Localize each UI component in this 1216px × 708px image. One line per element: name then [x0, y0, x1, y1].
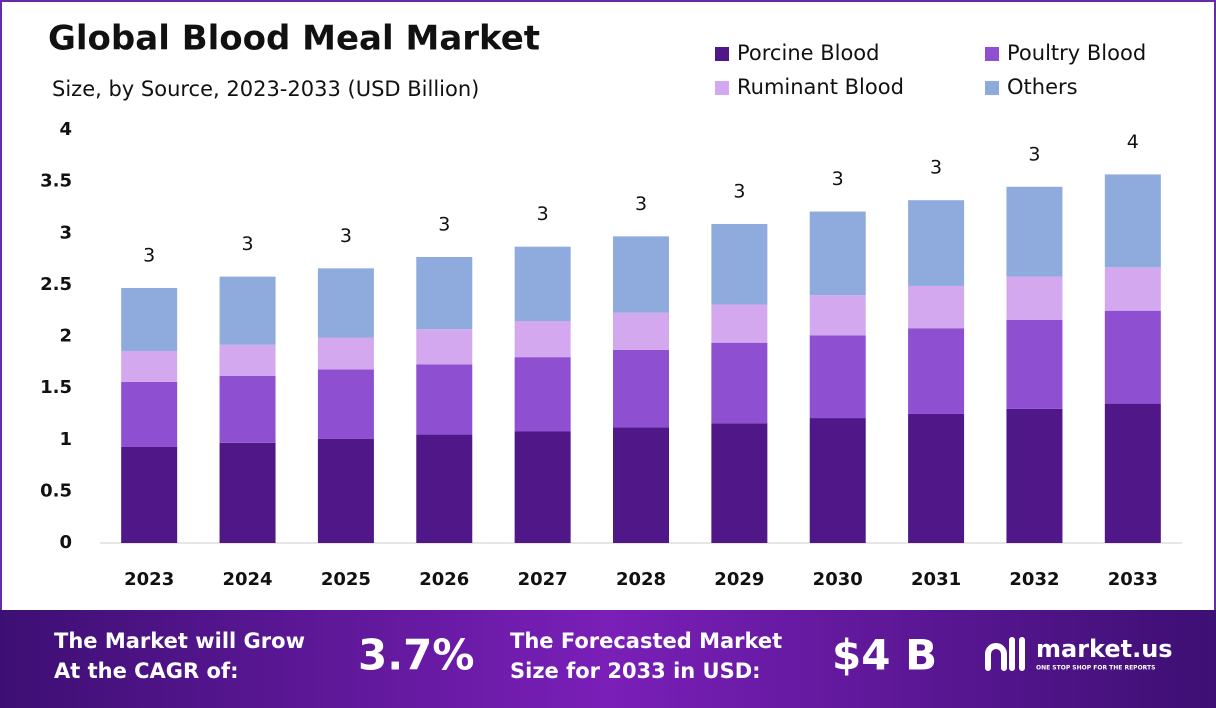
total-label: 3	[635, 193, 647, 215]
total-label: 3	[537, 203, 549, 225]
bar-segment	[1104, 403, 1161, 543]
y-tick-label: 0	[59, 532, 72, 553]
bar-segment	[416, 329, 473, 365]
bar-segment	[1104, 310, 1161, 404]
bar-segment	[1006, 319, 1063, 409]
x-tick-label: 2030	[813, 569, 863, 590]
total-label: 3	[340, 225, 352, 247]
total-label: 3	[733, 180, 745, 202]
bar-segment	[1104, 267, 1161, 311]
bar-segment	[514, 246, 571, 322]
x-tick-label: 2026	[419, 569, 469, 590]
x-tick-label: 2029	[714, 569, 764, 590]
chart-title: Global Blood Meal Market	[48, 19, 540, 59]
bar-segment	[908, 285, 965, 329]
y-tick-label: 0.5	[40, 480, 72, 501]
x-tick-label: 2031	[911, 569, 961, 590]
bar-segment	[908, 328, 965, 414]
total-label: 3	[241, 233, 253, 255]
bar-segment	[514, 431, 571, 543]
x-tick-label: 2033	[1108, 569, 1158, 590]
bar-segment	[219, 375, 276, 443]
legend-label: Ruminant Blood	[737, 75, 904, 99]
legend-swatch	[715, 47, 729, 61]
bar-segment	[317, 268, 374, 338]
x-tick-label: 2032	[1009, 569, 1059, 590]
bar-segment	[809, 335, 866, 419]
total-label: 3	[438, 213, 450, 235]
bar-segment	[219, 344, 276, 376]
bar-segment	[809, 295, 866, 336]
bar-segment	[514, 321, 571, 358]
bar-segment	[121, 350, 178, 382]
bar-segment	[416, 434, 473, 543]
bar-segment	[1006, 186, 1063, 277]
brand: market.us	[1036, 635, 1173, 663]
bar-segment	[219, 276, 276, 345]
chart-subtitle: Size, by Source, 2023-2033 (USD Billion)	[52, 77, 479, 101]
bar-segment	[317, 438, 374, 543]
y-tick-label: 2.5	[40, 274, 72, 295]
bar-segment	[1006, 276, 1063, 320]
bar-segment	[121, 446, 178, 543]
forecast-text: The Forecasted Market	[510, 629, 782, 653]
bar-segment	[514, 357, 571, 432]
brand-logo	[985, 637, 1025, 671]
bar-segment	[1104, 174, 1161, 268]
bar-segment	[809, 418, 866, 543]
bar-segment	[711, 304, 768, 343]
total-label: 4	[1127, 131, 1139, 153]
x-tick-label: 2027	[518, 569, 568, 590]
bar-segment	[908, 413, 965, 543]
legend-swatch	[715, 81, 729, 95]
bar-segment	[613, 349, 669, 428]
y-tick-label: 3	[59, 222, 72, 243]
forecast-text: Size for 2033 in USD:	[510, 659, 761, 683]
total-label: 3	[832, 168, 844, 190]
y-tick-label: 1.5	[40, 377, 72, 398]
bar-segment	[908, 200, 965, 286]
bar-segment	[416, 364, 473, 435]
total-label: 3	[143, 244, 155, 266]
y-tick-label: 1	[59, 429, 72, 450]
legend-label: Poultry Blood	[1007, 41, 1146, 65]
bar-segment	[711, 423, 768, 543]
tagline: ONE STOP SHOP FOR THE REPORTS	[1036, 665, 1155, 672]
x-tick-label: 2025	[321, 569, 371, 590]
legend-swatch	[985, 81, 999, 95]
x-tick-label: 2023	[124, 569, 174, 590]
legend-label: Others	[1007, 75, 1078, 99]
bar-segment	[809, 211, 866, 296]
y-tick-label: 4	[59, 119, 72, 140]
legend-label: Porcine Blood	[737, 41, 880, 65]
forecast-value: $4 B	[832, 631, 937, 680]
cagr-text: At the CAGR of:	[54, 659, 239, 683]
bar-segment	[121, 381, 178, 447]
bar-segment	[613, 312, 669, 350]
x-tick-label: 2028	[616, 569, 666, 590]
bar-segment	[711, 223, 768, 305]
x-tick-label: 2024	[222, 569, 272, 590]
y-tick-label: 2	[59, 326, 72, 347]
bar-segment	[711, 342, 768, 424]
y-tick-label: 3.5	[40, 171, 72, 192]
bar-segment	[121, 287, 178, 351]
total-label: 3	[1028, 143, 1040, 165]
total-label: 3	[930, 157, 942, 179]
footer: The Market will Grow At the CAGR of: 3.7…	[54, 629, 1173, 683]
bar-segment	[1006, 408, 1063, 543]
cagr-value: 3.7%	[358, 631, 474, 680]
bar-segment	[219, 442, 276, 543]
bar-segment	[416, 256, 473, 330]
legend-swatch	[985, 47, 999, 61]
bar-segment	[613, 427, 669, 543]
bar-segment	[317, 337, 374, 370]
bar-segment	[613, 236, 669, 313]
cagr-text: The Market will Grow	[54, 629, 305, 653]
bar-segment	[317, 369, 374, 439]
